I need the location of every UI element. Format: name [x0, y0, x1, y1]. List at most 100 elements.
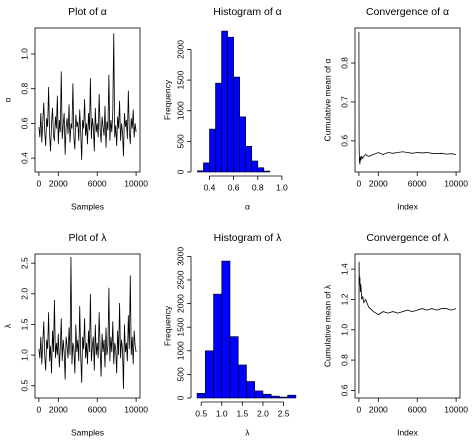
y-tick-label: 0.8: [339, 354, 349, 366]
x-tick-label: 6000: [88, 178, 107, 188]
hist-bar: [257, 167, 265, 173]
y-tick-label: 1500: [175, 70, 185, 89]
x-tick-label: 0.6: [228, 182, 240, 192]
x-tick-label: 1.0: [216, 408, 228, 418]
y-tick-label: 1.0: [339, 324, 349, 336]
y-tick-label: 1.5: [19, 318, 29, 330]
hist-bar: [213, 293, 223, 399]
y-tick-label: 1.0: [19, 349, 29, 361]
x-axis-label: Samples: [71, 427, 104, 437]
hist-bar: [246, 381, 256, 399]
y-tick-label: 1500: [175, 317, 185, 336]
x-axis-label: α: [245, 201, 250, 211]
y-tick-label: 1000: [175, 101, 185, 120]
x-tick-label: 10000: [444, 178, 468, 188]
hist-bar: [229, 336, 239, 399]
y-tick-label: 500: [175, 367, 185, 381]
x-tick-label: 10000: [124, 404, 148, 414]
x-tick-label: 2.5: [278, 408, 290, 418]
hist-bar: [251, 160, 259, 173]
plot-box: [354, 27, 461, 173]
x-tick-label: 2000: [49, 404, 68, 414]
y-tick-label: 1000: [175, 341, 185, 360]
panel-title: Convergence of α: [366, 6, 449, 18]
y-tick-label: 0.6: [19, 117, 29, 129]
x-tick-label: 0: [37, 404, 42, 414]
trace-line: [358, 261, 457, 394]
hist-bar: [204, 350, 214, 399]
trace-line: [358, 31, 457, 165]
y-tick-label: 0.4: [19, 152, 29, 164]
x-tick-label: 10000: [444, 404, 468, 414]
x-tick-label: 1.0: [276, 182, 288, 192]
plot-box: [34, 253, 141, 399]
y-tick-label: 0.6: [339, 384, 349, 396]
y-axis-label: λ: [2, 323, 12, 328]
hist-bar: [227, 36, 234, 173]
y-tick-label: 500: [175, 134, 185, 148]
panel-title: Histogram of λ: [214, 232, 282, 244]
y-tick-label: 2000: [175, 294, 185, 313]
x-tick-label: 0: [37, 178, 42, 188]
hist-bar: [197, 170, 204, 173]
x-tick-label: 0.5: [195, 408, 207, 418]
hist-bar: [270, 395, 280, 399]
x-tick-label: 1.5: [236, 408, 248, 418]
x-axis-label: Index: [397, 427, 419, 437]
x-tick-label: 6000: [408, 178, 427, 188]
y-tick-label: 2.0: [19, 288, 29, 300]
y-tick-label: 0.8: [339, 57, 349, 69]
trace-line: [38, 33, 137, 160]
y-tick-label: 1.0: [19, 48, 29, 60]
x-tick-label: 2000: [369, 404, 388, 414]
hist-bar: [263, 170, 271, 173]
hist-bar: [237, 364, 247, 399]
y-axis-label: α: [2, 97, 12, 102]
y-axis-label: Frequency: [162, 305, 172, 346]
x-tick-label: 0: [357, 178, 362, 188]
y-tick-label: 3000: [175, 247, 185, 266]
x-tick-label: 0: [357, 404, 362, 414]
x-axis-label: Index: [397, 201, 419, 211]
hist-bar: [209, 128, 216, 173]
hist-bar: [221, 260, 231, 399]
y-tick-label: 0: [175, 169, 185, 174]
x-axis-label: Samples: [71, 201, 104, 211]
hist-bar: [279, 396, 288, 399]
x-tick-label: 0.4: [204, 182, 216, 192]
trace-line: [38, 257, 137, 389]
y-axis-label: Cumulative mean of λ: [322, 284, 332, 367]
x-tick-label: 10000: [124, 178, 148, 188]
x-tick-label: 6000: [408, 404, 427, 414]
panel-title: Histogram of α: [213, 6, 282, 18]
hist-bar: [221, 30, 228, 173]
hist-bar: [245, 145, 253, 173]
panel-title: Plot of α: [68, 6, 107, 18]
hist-bar: [254, 390, 264, 399]
y-tick-label: 0.5: [19, 380, 29, 392]
x-tick-label: 2000: [369, 178, 388, 188]
plot-box: [34, 27, 141, 173]
x-axis-label: λ: [245, 427, 250, 437]
y-tick-label: 2500: [175, 270, 185, 289]
panel-title: Plot of λ: [69, 232, 108, 244]
hist-bar: [203, 162, 210, 173]
x-tick-label: 6000: [88, 404, 107, 414]
hist-bar: [239, 116, 246, 173]
x-tick-label: 0.8: [252, 182, 264, 192]
hist-bar: [196, 392, 206, 399]
y-tick-label: 0.7: [339, 96, 349, 108]
x-tick-label: 2000: [49, 178, 68, 188]
plot-box: [354, 253, 461, 399]
y-tick-label: 0.8: [19, 83, 29, 95]
panel-title: Convergence of λ: [366, 232, 449, 244]
y-axis-label: Frequency: [162, 79, 172, 120]
hist-bar: [262, 393, 272, 399]
y-tick-label: 2.5: [19, 257, 29, 269]
hist-bar: [287, 394, 297, 399]
y-tick-label: 2000: [175, 40, 185, 59]
hist-bar: [215, 82, 222, 173]
y-tick-label: 0: [175, 395, 185, 400]
